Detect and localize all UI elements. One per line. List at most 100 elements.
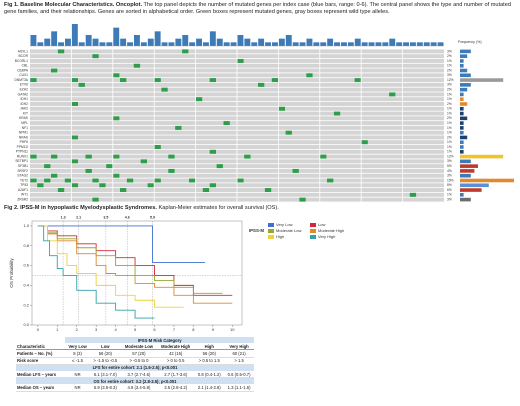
frequency-bar [460, 116, 468, 121]
case-bar [251, 42, 258, 46]
gene-label: SF3B1 [18, 164, 28, 168]
mutation-cell [292, 168, 299, 173]
case-bar [306, 38, 313, 46]
frequency-bar [460, 49, 471, 54]
legend-title: IPSS-M [249, 228, 264, 233]
mutation-cell [202, 188, 210, 193]
mutation-cell [133, 63, 141, 68]
case-bar [272, 42, 278, 46]
frequency-label: 12% [447, 78, 454, 82]
x-tick-label: 0 [37, 327, 40, 332]
y-tick-label: 0.8 [23, 243, 29, 248]
fig1-caption: Fig 1. Baseline Molecular Characteristic… [4, 2, 516, 15]
fig2-label: Fig 2. IPSS-M in hypoplastic Myelodyspla… [4, 205, 157, 211]
gene-label: TET2 [20, 178, 28, 182]
table-cell: 3.5 (2.8-4.2) [157, 384, 195, 392]
mutation-cell [51, 154, 58, 159]
case-bar [430, 42, 437, 46]
gene-label: ZRSR2 [17, 197, 28, 201]
table-row: Risk score ≤ -1.5 > -1.5 to -0.5 > -0.5 to … [16, 357, 254, 365]
case-bar [71, 24, 78, 46]
table-cell: 2.1 (1.4-2.8) [194, 384, 225, 392]
km-chart: 0.0 0.2 0.4 0.6 0.8 1.0 0 1 2 3 4 5 6 7 8 9 10 OS Probabi… [9, 215, 344, 332]
mutation-cell [71, 159, 78, 164]
frequency-label: 4% [447, 169, 452, 173]
case-bar [416, 42, 423, 46]
case-bar [203, 42, 209, 46]
fig1-label: Fig 1. Baseline Molecular Characteristic… [4, 2, 143, 8]
gene-label: STAG2 [17, 174, 28, 178]
mutation-cell [175, 125, 182, 130]
median-label: 1.3 [61, 215, 66, 219]
frequency-label: 12% [447, 154, 454, 158]
frequency-label: 3% [447, 159, 452, 163]
frequency-label: 3% [447, 83, 452, 87]
mutation-cell [92, 197, 99, 202]
legend-swatch [268, 229, 274, 233]
gene-label: GATA2 [18, 92, 28, 96]
case-bar [265, 42, 271, 46]
x-tick-label: 4 [114, 327, 117, 332]
case-bar [437, 42, 444, 46]
mutation-cell [71, 101, 78, 106]
mutation-cell [113, 116, 120, 121]
case-bar [334, 42, 340, 46]
table-cell: 4.6 (3.4-5.8) [120, 384, 158, 392]
mutation-cell [120, 78, 127, 83]
case-bar [30, 35, 37, 46]
table-cell: Median LFS – years [16, 370, 66, 379]
case-bar [341, 42, 347, 46]
legend-label: High [276, 234, 284, 239]
table-row: IPSS-M Risk Category [16, 337, 254, 344]
table-cell: Patients – No. (%) [16, 349, 66, 358]
mutation-cell [140, 159, 147, 164]
table-cell: Characteristic [16, 343, 66, 351]
gene-label: CBL [22, 64, 29, 68]
table-cell: 42 (15) [157, 349, 195, 358]
table-row: Median LFS – years NR 5.1 (3.1-7.0) 3.7 (2.… [16, 370, 254, 379]
case-bar [58, 42, 64, 46]
frequency-bar [460, 73, 471, 78]
case-bar [292, 42, 299, 46]
legend-swatch [310, 229, 316, 233]
case-bar [78, 42, 85, 46]
median-label: 3.5 [103, 215, 108, 219]
survival-curve [37, 225, 233, 304]
mutation-cell [299, 197, 306, 202]
frequency-bar [460, 92, 464, 97]
gene-label: U2AF1 [18, 188, 28, 192]
table-cell: 0.8 (0.4-1.2) [194, 370, 225, 379]
frequency-label: 2% [447, 54, 452, 58]
mutation-cell [30, 154, 37, 159]
frequency-bar [460, 126, 464, 130]
x-tick-label: 10 [230, 327, 235, 332]
x-tick-label: 9 [212, 327, 215, 332]
mutation-cell [71, 78, 78, 83]
frequency-bar [460, 54, 468, 58]
case-bar [216, 38, 223, 46]
case-bar [403, 42, 409, 46]
mutation-cell [195, 97, 203, 102]
mutation-cell [106, 164, 113, 169]
case-bar [396, 42, 403, 46]
y-tick-label: 0.0 [23, 322, 29, 327]
frequency-bar [460, 87, 468, 92]
frequency-label: 2% [447, 88, 452, 92]
mutation-cell [99, 183, 106, 188]
mutation-cell [92, 54, 99, 59]
case-bar [389, 38, 396, 46]
table-cell: > 0 to 0.5 [157, 357, 195, 365]
frequency-label: 3% [447, 174, 452, 178]
case-bar [299, 42, 306, 46]
x-tick-label: 8 [192, 327, 195, 332]
gene-label: EZH2 [20, 88, 29, 92]
frequency-label: 15% [447, 178, 454, 182]
mutation-cell [168, 154, 175, 159]
x-tick-label: 3 [95, 327, 98, 332]
frequency-label: 1% [447, 97, 452, 101]
mutation-cell [30, 178, 37, 183]
case-bar [37, 42, 44, 46]
case-bar [209, 31, 216, 46]
frequency-bar [460, 97, 464, 101]
gene-label: JAK2 [20, 107, 28, 111]
